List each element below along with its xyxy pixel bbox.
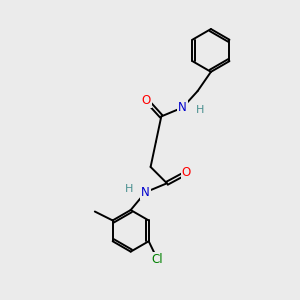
Text: O: O [182,167,191,179]
Text: H: H [125,184,134,194]
Text: N: N [141,186,150,199]
Text: H: H [196,105,205,115]
Text: N: N [178,101,187,114]
Text: Cl: Cl [152,253,164,266]
Text: O: O [142,94,151,106]
